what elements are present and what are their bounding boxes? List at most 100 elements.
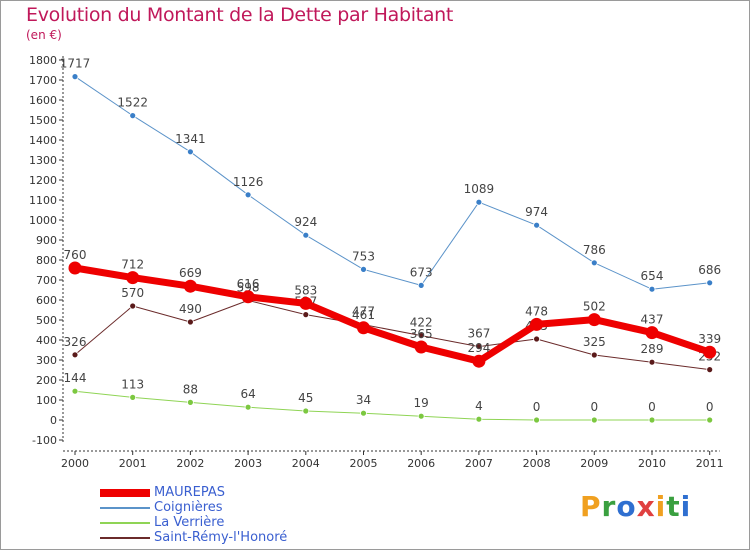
- y-tick-label: 700: [36, 274, 57, 287]
- data-point: [648, 285, 656, 293]
- data-point: [129, 112, 137, 119]
- y-tick-label: 1700: [29, 74, 57, 87]
- x-tick-label: 2006: [407, 457, 435, 470]
- data-point: [648, 416, 656, 424]
- data-label: 712: [121, 258, 144, 272]
- data-label: 367: [467, 327, 490, 341]
- data-point: [590, 259, 598, 267]
- data-label: 478: [525, 304, 548, 318]
- data-label: 437: [641, 313, 664, 327]
- data-point: [414, 340, 428, 354]
- data-label: 673: [410, 265, 433, 279]
- legend-swatch: [100, 506, 150, 509]
- data-point: [703, 345, 717, 359]
- data-point: [360, 409, 367, 417]
- data-label: 654: [641, 269, 664, 283]
- logo-letter: i: [655, 490, 667, 523]
- data-label: 616: [237, 277, 260, 291]
- y-tick-label: 1600: [29, 94, 57, 107]
- y-tick-label: 100: [36, 394, 57, 407]
- data-label: 4: [475, 399, 483, 413]
- legend-item: La Verrière: [100, 515, 287, 530]
- data-point: [302, 231, 310, 239]
- x-tick-label: 2002: [176, 457, 204, 470]
- data-label: 45: [298, 391, 313, 405]
- data-point: [533, 416, 540, 424]
- data-label: 339: [698, 332, 721, 346]
- data-point: [533, 221, 540, 229]
- data-point: [472, 354, 486, 368]
- data-point: [71, 73, 79, 80]
- y-tick-label: -100: [32, 434, 57, 447]
- y-tick-label: 200: [36, 374, 57, 387]
- data-label: 326: [64, 335, 87, 349]
- data-label: 34: [356, 393, 371, 407]
- data-label: 1126: [233, 175, 264, 189]
- data-label: 325: [583, 335, 606, 349]
- data-point: [244, 191, 252, 199]
- legend-item: MAUREPAS: [100, 485, 287, 500]
- y-tick-label: 1800: [29, 54, 57, 67]
- data-point: [417, 281, 425, 289]
- chart-title: Evolution du Montant de la Dette par Hab…: [26, 4, 454, 26]
- data-label: 1341: [175, 132, 206, 146]
- y-tick-label: 1500: [29, 114, 57, 127]
- x-tick-label: 2010: [638, 457, 666, 470]
- x-tick-label: 2004: [292, 457, 320, 470]
- data-point: [129, 302, 137, 310]
- data-label: 289: [641, 342, 664, 356]
- data-point: [587, 313, 601, 327]
- logo-letter: t: [666, 490, 681, 523]
- legend-label: La Verrière: [154, 515, 225, 530]
- data-point: [302, 407, 310, 415]
- data-label: 113: [121, 377, 144, 391]
- data-label: 422: [410, 316, 433, 330]
- legend-swatch: [100, 536, 150, 539]
- legend-swatch: [100, 488, 150, 497]
- data-label: 477: [352, 305, 375, 319]
- data-point: [645, 326, 659, 340]
- logo-letter: o: [616, 490, 637, 523]
- data-point: [183, 279, 197, 293]
- data-point: [186, 148, 194, 156]
- legend-item: Saint-Rémy-l'Honoré: [100, 530, 287, 545]
- y-tick-label: 1300: [29, 154, 57, 167]
- data-point: [475, 198, 483, 206]
- y-tick-label: 400: [36, 334, 57, 347]
- logo-letter: r: [601, 490, 617, 523]
- data-point: [126, 271, 140, 285]
- data-point: [475, 343, 483, 351]
- data-point: [590, 351, 598, 359]
- x-tick-label: 2005: [350, 457, 378, 470]
- data-point: [71, 351, 79, 359]
- data-label: 1522: [117, 96, 148, 110]
- data-label: 786: [583, 243, 606, 257]
- data-label: 0: [590, 400, 598, 414]
- data-label: 1089: [464, 182, 495, 196]
- data-point: [533, 335, 540, 343]
- legend-item: Coignières: [100, 500, 287, 515]
- data-label: 583: [294, 283, 317, 297]
- legend-label: Saint-Rémy-l'Honoré: [154, 530, 288, 545]
- data-label: 0: [706, 400, 714, 414]
- data-label: 490: [179, 302, 202, 316]
- data-point: [357, 321, 370, 335]
- data-point: [706, 416, 714, 424]
- data-label: 19: [414, 396, 429, 410]
- x-tick-label: 2007: [465, 457, 493, 470]
- legend: MAUREPAS Coignières La Verrière Saint-Rémy-…: [100, 485, 287, 545]
- data-point: [299, 296, 313, 310]
- data-point: [648, 358, 656, 366]
- data-point: [129, 393, 137, 401]
- data-label: 924: [294, 215, 317, 229]
- data-point: [590, 416, 598, 424]
- data-label: 974: [525, 205, 548, 219]
- data-label: 502: [583, 300, 606, 314]
- y-tick-label: 1200: [29, 174, 57, 187]
- y-tick-label: 800: [36, 254, 57, 267]
- data-label: 598: [237, 280, 260, 294]
- data-point: [706, 366, 714, 374]
- data-label: 0: [533, 400, 541, 414]
- y-tick-label: 1100: [29, 194, 57, 207]
